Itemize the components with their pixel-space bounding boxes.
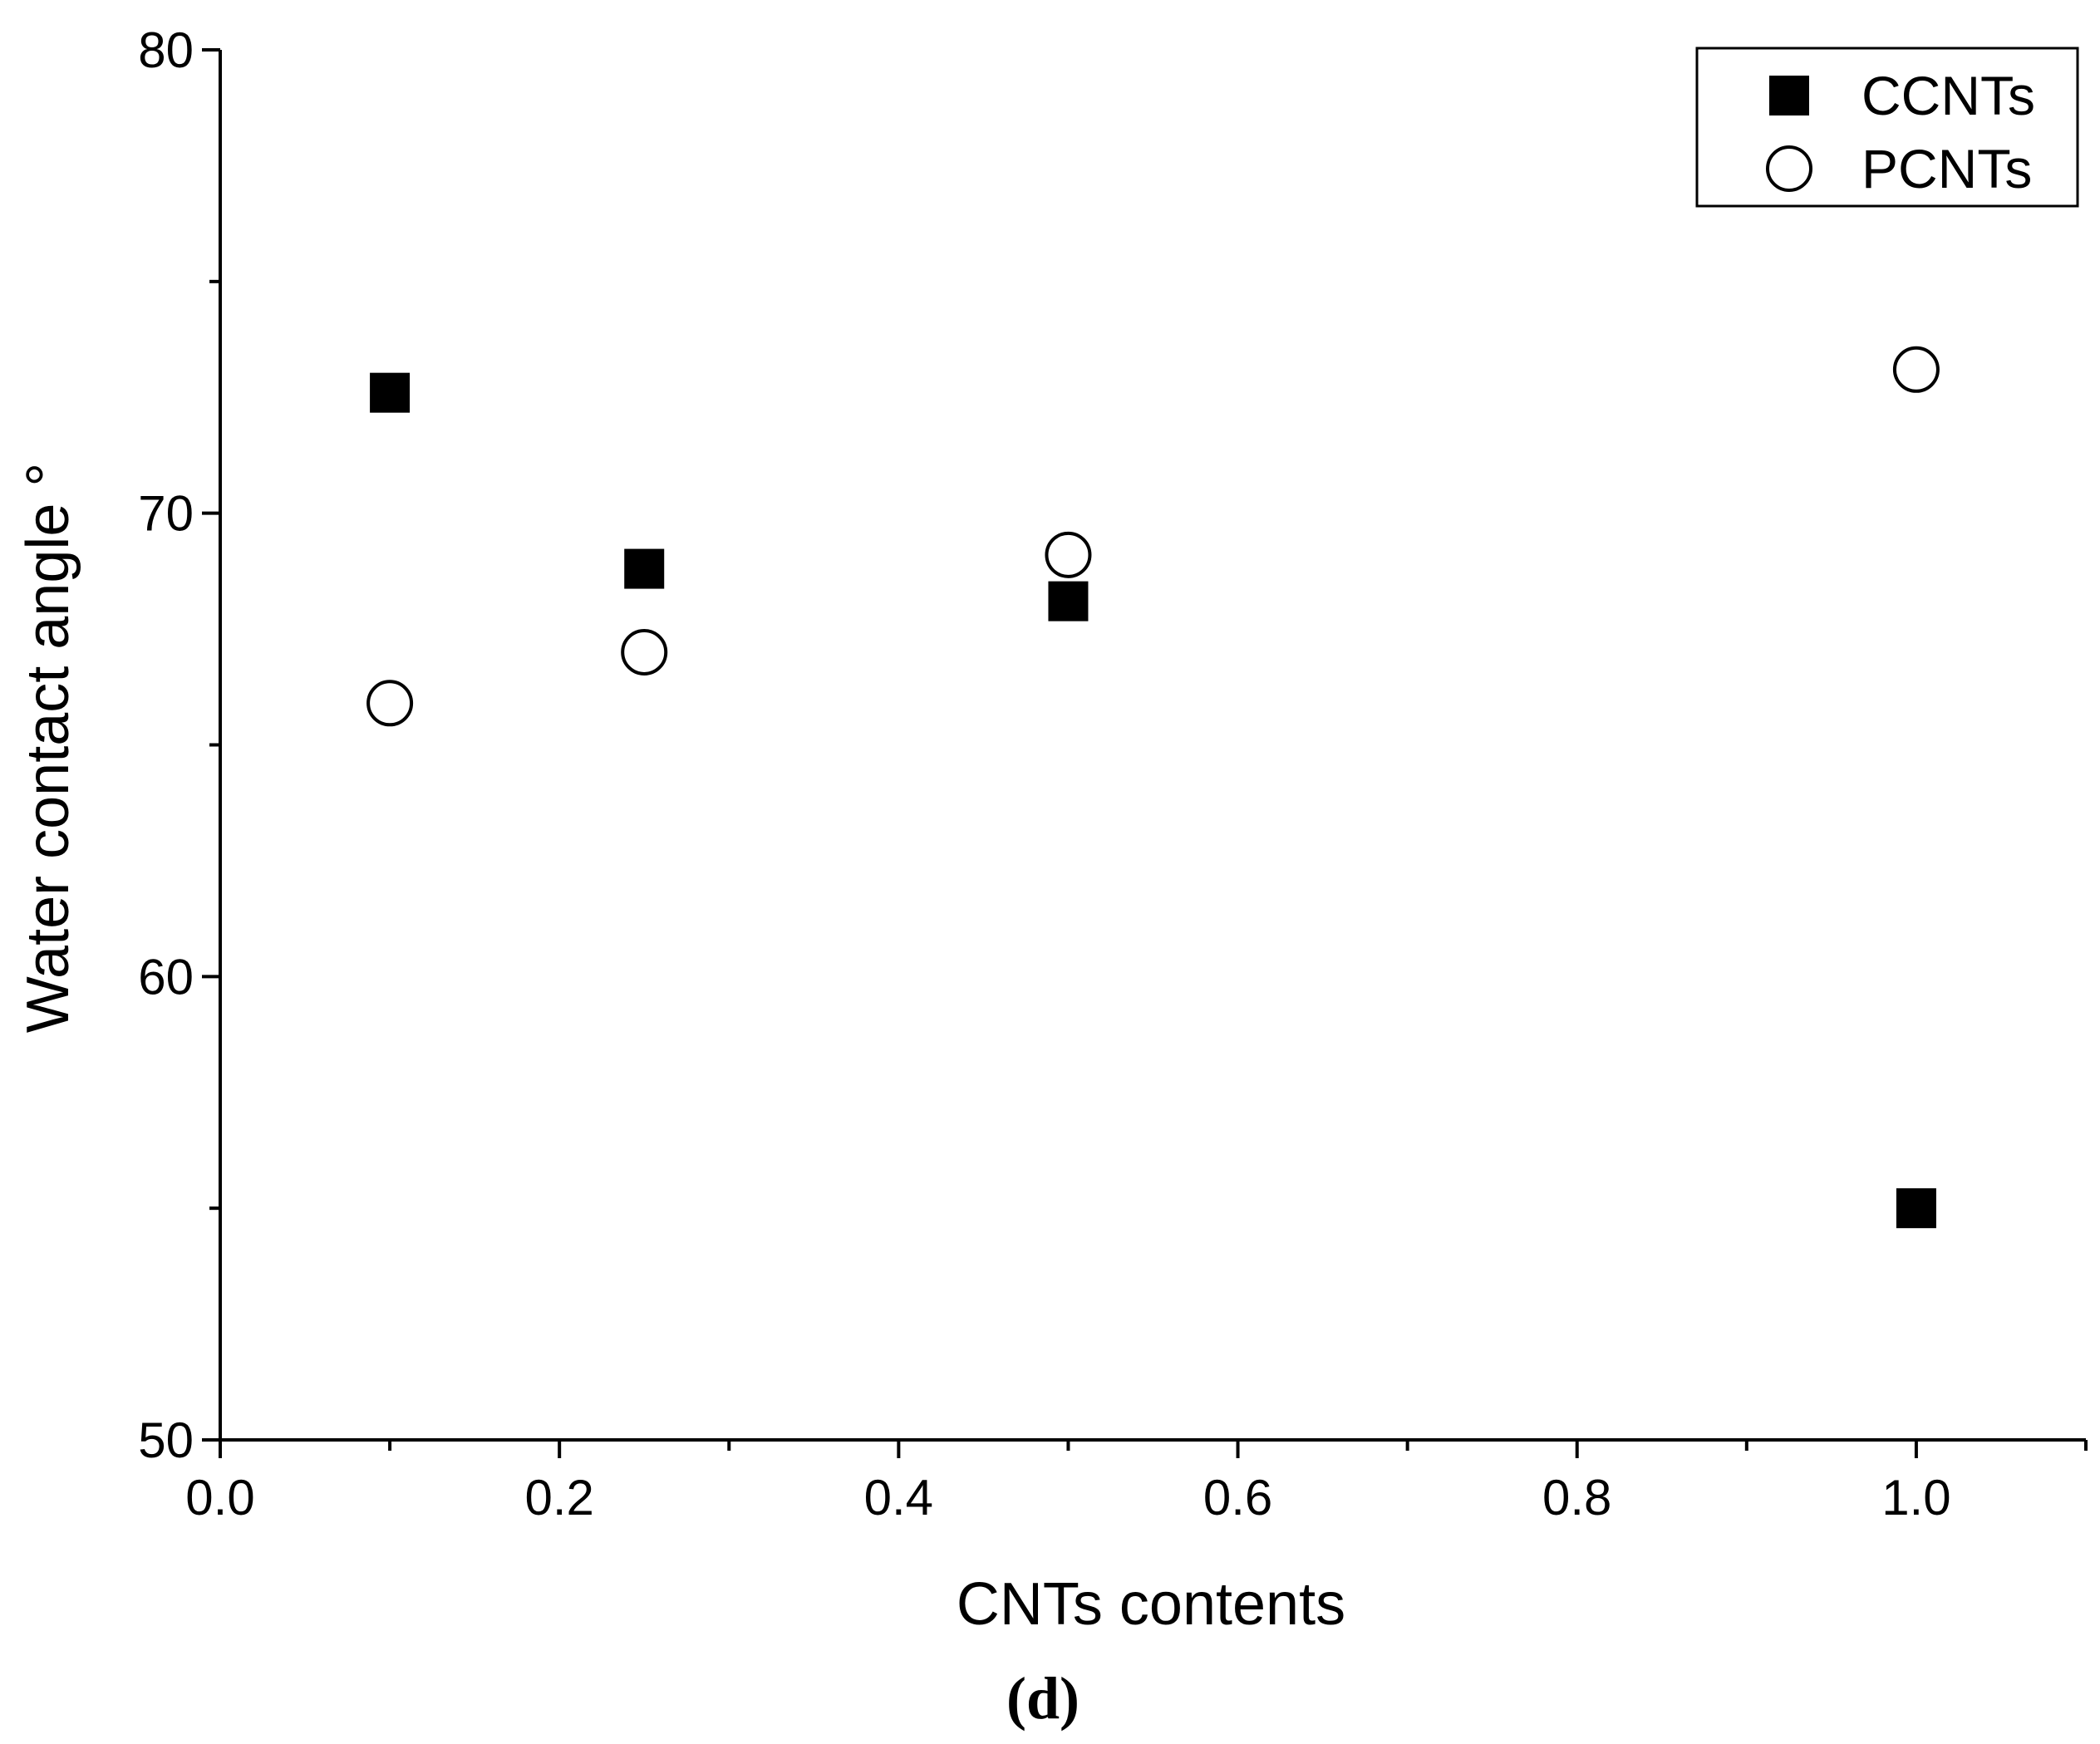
ccnts-point: [370, 372, 411, 413]
x-tick-label: 0.0: [185, 1470, 254, 1525]
ccnts-legend-label: CCNTs: [1861, 65, 2035, 126]
pcnts-point: [621, 628, 668, 675]
legend: CCNTs PCNTs: [1695, 47, 2079, 208]
legend-frame: [1695, 47, 2079, 208]
panel-label: (d): [1006, 1665, 1080, 1732]
pcnts-point: [1045, 531, 1092, 578]
x-tick-label: 0.4: [864, 1470, 933, 1525]
pcnts-legend-marker: [1766, 145, 1812, 192]
y-tick-label: 70: [138, 486, 194, 542]
x-axis-title: CNTs contents: [957, 1571, 1345, 1638]
data-points: [366, 346, 1940, 1229]
pcnts-point: [366, 680, 414, 727]
x-tick-label: 1.0: [1881, 1470, 1950, 1525]
axis-ticks: [202, 48, 2088, 1458]
y-axis-title: Water contact angle °: [15, 463, 81, 1033]
x-tick-label: 0.6: [1203, 1470, 1272, 1525]
ccnts-legend-marker: [1769, 76, 1809, 115]
y-tick-label: 60: [138, 949, 194, 1005]
pcnts-legend-label: PCNTs: [1861, 138, 2032, 199]
ccnts-point: [1048, 581, 1089, 621]
axes: [219, 50, 2086, 1442]
legend-items: CCNTs PCNTs: [1766, 65, 2035, 199]
y-tick-label: 50: [138, 1412, 194, 1468]
x-tick-label: 0.8: [1542, 1470, 1611, 1525]
ccnts-point: [1896, 1188, 1936, 1229]
tick-labels: 0.0 0.2 0.4 0.6 0.8 1.0 50 60 70 80: [138, 22, 1950, 1525]
y-tick-label: 80: [138, 22, 194, 78]
x-tick-label: 0.2: [524, 1470, 593, 1525]
pcnts-point: [1892, 346, 1940, 393]
ccnts-point: [624, 548, 665, 589]
